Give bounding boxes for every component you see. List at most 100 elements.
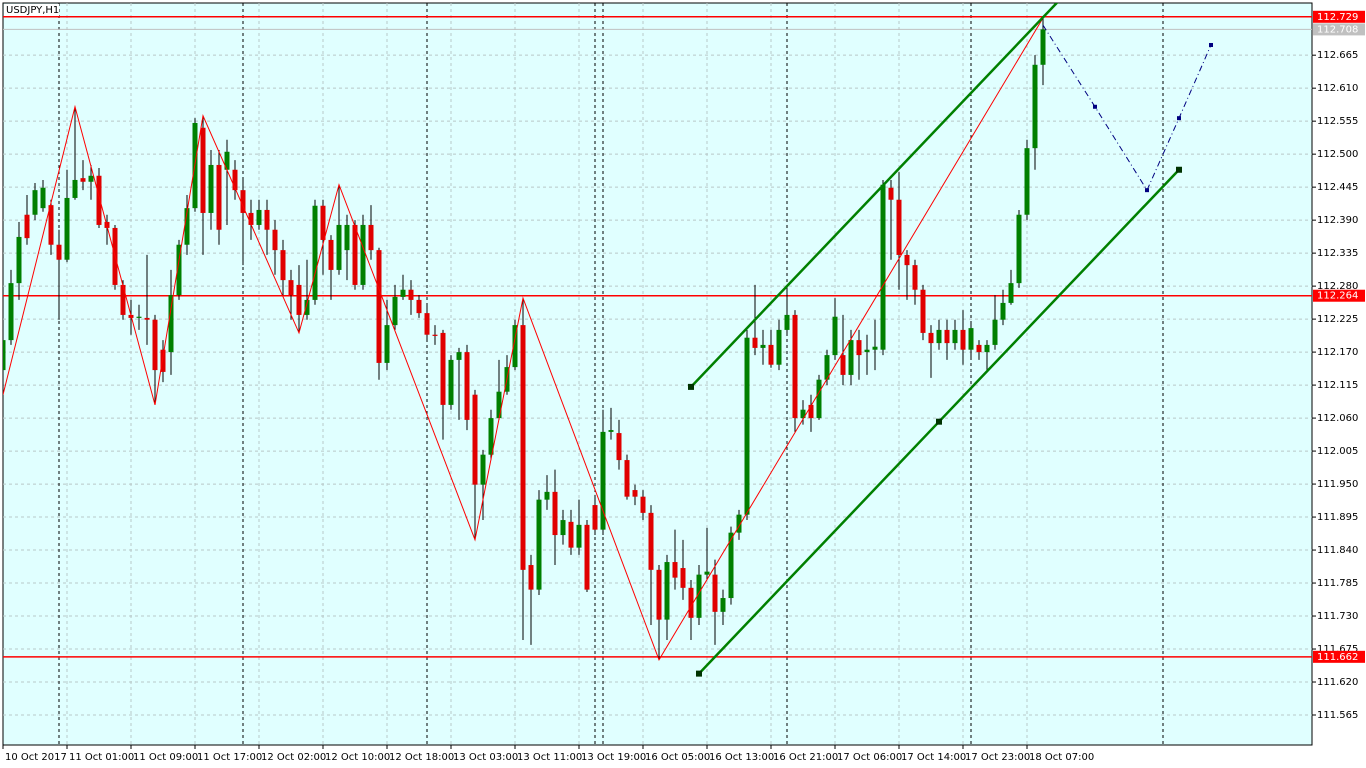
candle-body (168, 295, 174, 353)
candle-body (704, 571, 710, 575)
x-tick-label: 13 Oct 19:00 (581, 752, 646, 763)
price-label-bg (1313, 10, 1365, 23)
candle-body (1032, 64, 1038, 149)
y-tick-label: 112.665 (1317, 50, 1358, 61)
candle-body (136, 316, 142, 318)
candle-body (656, 569, 662, 620)
candle-body (952, 329, 958, 344)
candle-body (296, 284, 302, 315)
candle-body (960, 329, 966, 350)
candle-body (976, 344, 982, 353)
x-tick-label: 12 Oct 02:00 (261, 752, 326, 763)
candle-body (464, 352, 470, 420)
candle-body (64, 197, 70, 260)
x-tick-label: 11 Oct 09:00 (133, 752, 198, 763)
candle-body (280, 250, 286, 281)
candle-body (616, 433, 622, 461)
y-tick-label: 112.060 (1317, 413, 1358, 424)
candle-body (24, 214, 30, 239)
candle-body (224, 151, 230, 170)
candle-body (848, 340, 854, 375)
candle-body (800, 409, 806, 419)
y-tick-label: 111.730 (1317, 611, 1358, 622)
candle-body (896, 199, 902, 255)
candle-body (184, 208, 190, 245)
candle-body (144, 317, 150, 320)
candle-body (392, 296, 398, 326)
candle-body (784, 314, 790, 330)
channel-upper-line (690, 3, 1059, 388)
candle-body (416, 299, 422, 314)
candle-body (632, 490, 638, 497)
candle-body (752, 337, 758, 348)
x-tick-label: 17 Oct 06:00 (837, 752, 902, 763)
y-tick-label: 111.950 (1317, 479, 1358, 490)
x-tick-label: 17 Oct 14:00 (901, 752, 966, 763)
candle-body (240, 190, 246, 213)
candle-body (928, 332, 934, 344)
candle-body (648, 512, 654, 570)
candle-body (440, 332, 446, 405)
candle-body (816, 379, 822, 419)
x-tick-label: 11 Oct 17:00 (197, 752, 262, 763)
grid (3, 3, 1312, 745)
candle-body (832, 316, 838, 356)
candle-body (1000, 302, 1006, 320)
candle-body (160, 349, 166, 372)
candle-body (672, 562, 678, 578)
y-tick-label: 111.785 (1317, 578, 1358, 589)
axes: 112.665 112.610 112.555 112.500 112.445 112.3… (2, 10, 1365, 763)
candle-body (776, 329, 782, 365)
y-tick-label: 111.840 (1317, 545, 1358, 556)
candle-body (16, 236, 22, 284)
y-tick-label: 112.610 (1317, 83, 1358, 94)
candle-body (568, 521, 574, 548)
candle-body (840, 355, 846, 375)
candle-body (880, 184, 886, 350)
candle-body (328, 239, 334, 270)
candle-body (1008, 283, 1014, 303)
y-tick-label: 112.335 (1317, 248, 1358, 259)
y-tick-label: 111.620 (1317, 677, 1358, 688)
candle-body (512, 325, 518, 368)
x-tick-label: 10 Oct 2017 (5, 752, 67, 763)
y-tick-label: 112.555 (1317, 116, 1358, 127)
candle-body (320, 205, 326, 240)
candle-body (88, 175, 94, 182)
candle-body (600, 431, 606, 530)
candle-body (120, 284, 126, 315)
candle-body (640, 496, 646, 513)
y-tick-label: 112.280 (1317, 281, 1358, 292)
candle-body (208, 164, 214, 213)
channel-anchor (696, 670, 702, 677)
candle-body (40, 187, 46, 209)
channel-anchor (936, 418, 942, 425)
candle-body (528, 565, 534, 590)
candle-body (968, 328, 974, 350)
candle-body (520, 325, 526, 570)
candle-body (384, 325, 390, 363)
y-tick-label: 111.565 (1317, 710, 1358, 721)
candle-body (488, 418, 494, 455)
candle-body (728, 532, 734, 599)
candle-body (544, 491, 550, 500)
candle-body (536, 499, 542, 590)
candle-body (360, 224, 366, 285)
candle-body (304, 299, 310, 315)
candle-body (1040, 29, 1046, 65)
y-tick-label: 112.225 (1317, 314, 1358, 325)
plot-area (2, 2, 1313, 746)
candle-body (424, 313, 430, 335)
channel-anchor (1176, 166, 1182, 173)
x-tick-label: 16 Oct 21:00 (773, 752, 838, 763)
candle-body (712, 574, 718, 612)
candle-body (200, 127, 206, 213)
zigzag-line (3, 17, 1044, 661)
candle-body (864, 349, 870, 353)
x-tick-label: 16 Oct 13:00 (709, 752, 774, 763)
candle-body (552, 491, 558, 536)
candle-body (872, 346, 878, 350)
candle-body (72, 179, 78, 198)
y-tick-label: 111.895 (1317, 512, 1358, 523)
